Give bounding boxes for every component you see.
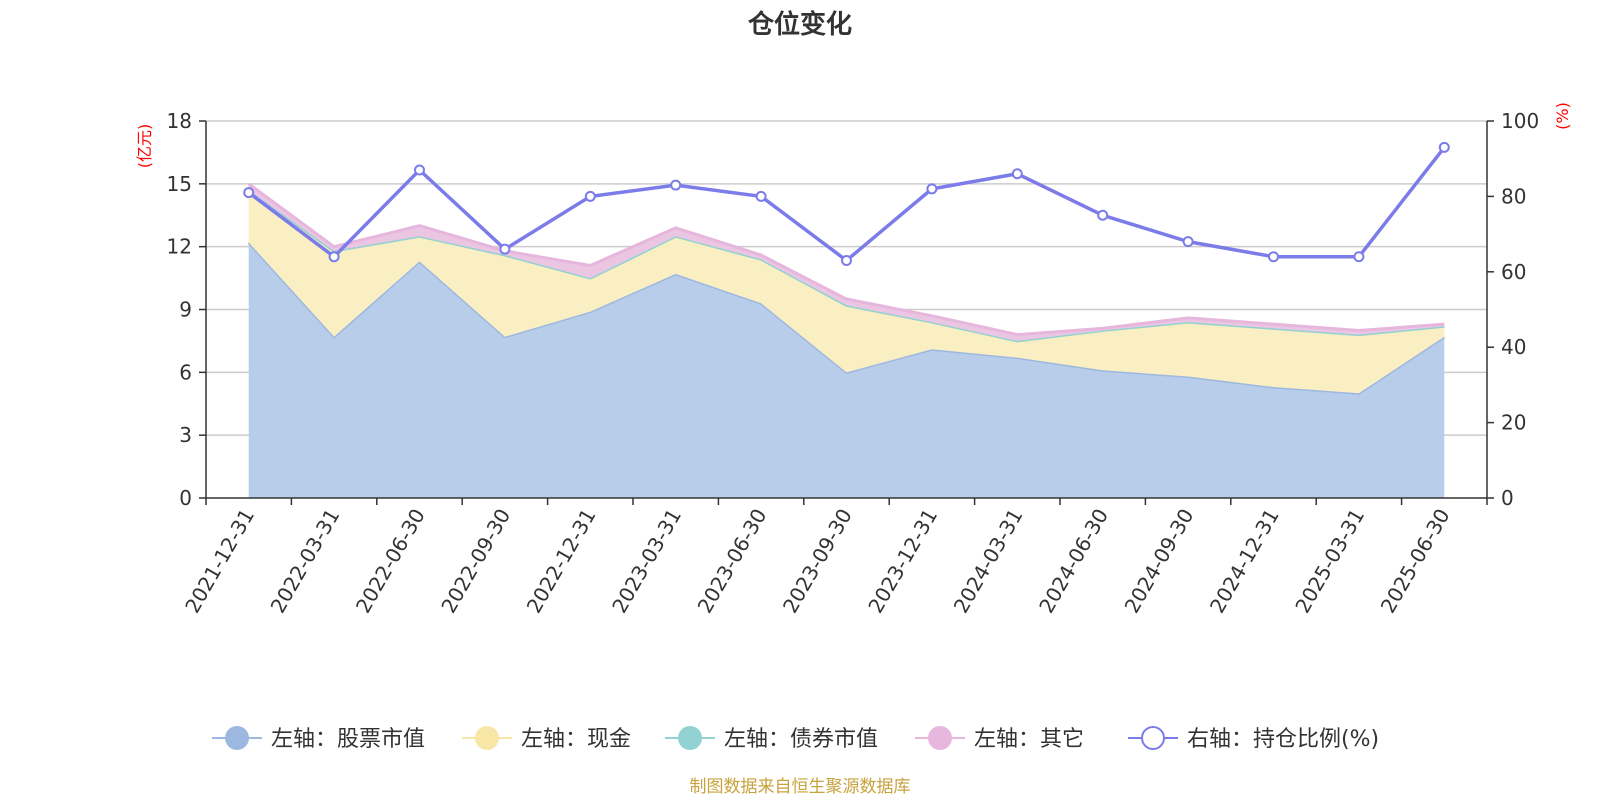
area-左轴：现金 [248,190,1445,394]
right-tick-label: 40 [1501,335,1526,359]
x-tick-label: 2023-03-31 [607,505,686,618]
ratio-point [1438,141,1450,153]
legend-label: 右轴：持仓比例(%) [1187,727,1379,752]
ratio-point [1268,251,1279,263]
x-tick-label: 2021-12-31 [180,505,259,618]
ratio-point [584,190,596,202]
legend-label: 左轴：其它 [974,727,1084,752]
area-左轴：股票市值 [248,242,1445,498]
right-tick-label: 100 [1501,109,1539,133]
ratio-point [841,254,852,266]
left-axis-unit: (亿元) [135,124,154,169]
left-tick-label: 6 [179,360,192,384]
x-tick-label: 2025-03-31 [1290,505,1369,618]
left-tick-label: 15 [167,172,192,196]
ratio-point [414,164,425,176]
legend-marker-dot [928,726,952,750]
holding-ratio-line [243,141,1450,266]
ratio-point [926,183,938,195]
legend-marker-ring [1141,726,1165,750]
ratio-point [328,251,340,263]
legend-label: 左轴：股票市值 [271,727,425,752]
stacked-areas [247,182,1446,498]
x-tick-label: 2023-09-30 [778,505,857,618]
left-tick-label: 18 [167,109,192,133]
x-tick-label: 2022-06-30 [351,505,430,618]
ratio-point [1011,168,1023,180]
left-tick-label: 0 [179,486,192,510]
x-tick-label: 2024-12-31 [1205,505,1284,618]
x-tick-label: 2025-06-30 [1376,505,1455,618]
x-tick-label: 2022-09-30 [436,505,515,618]
data-source-note: 制图数据来自恒生聚源数据库 [690,777,911,797]
ratio-point [243,187,255,199]
ratio-point [755,190,767,202]
ratio-point [499,243,511,255]
chart-title: 仓位变化 [747,9,852,40]
right-axis-unit: (%) [1553,102,1572,130]
x-tick-label: 2022-12-31 [522,505,601,618]
right-tick-label: 20 [1501,411,1526,435]
ratio-point [1353,251,1365,263]
x-tick-label: 2024-06-30 [1034,505,1113,618]
legend-label: 左轴：债券市值 [724,727,878,752]
right-tick-label: 80 [1501,184,1526,208]
x-tick-label: 2023-12-31 [863,505,942,618]
legend: 左轴：股票市值 左轴：现金 左轴：债券市值 左轴：其它 右轴：持仓比例(%) [212,726,1379,752]
ratio-point [670,179,682,191]
legend-marker-dot [225,726,249,750]
x-tick-label: 2024-09-30 [1120,505,1199,618]
ratio-point [1097,209,1109,221]
area-edge-左轴：其它 [247,182,1445,337]
x-tick-label: 2022-03-31 [266,505,345,618]
right-tick-label: 60 [1501,260,1526,284]
legend-marker-dot [475,726,499,750]
right-tick-label: 0 [1501,486,1514,510]
x-tick-label: 2023-06-30 [693,505,772,618]
x-tick-label: 2024-03-31 [949,505,1028,618]
legend-marker-dot [678,726,702,750]
legend-label: 左轴：现金 [521,727,631,752]
left-tick-label: 12 [167,235,192,259]
left-tick-label: 9 [179,298,192,322]
left-tick-label: 3 [179,423,192,447]
ratio-point [1182,236,1194,248]
